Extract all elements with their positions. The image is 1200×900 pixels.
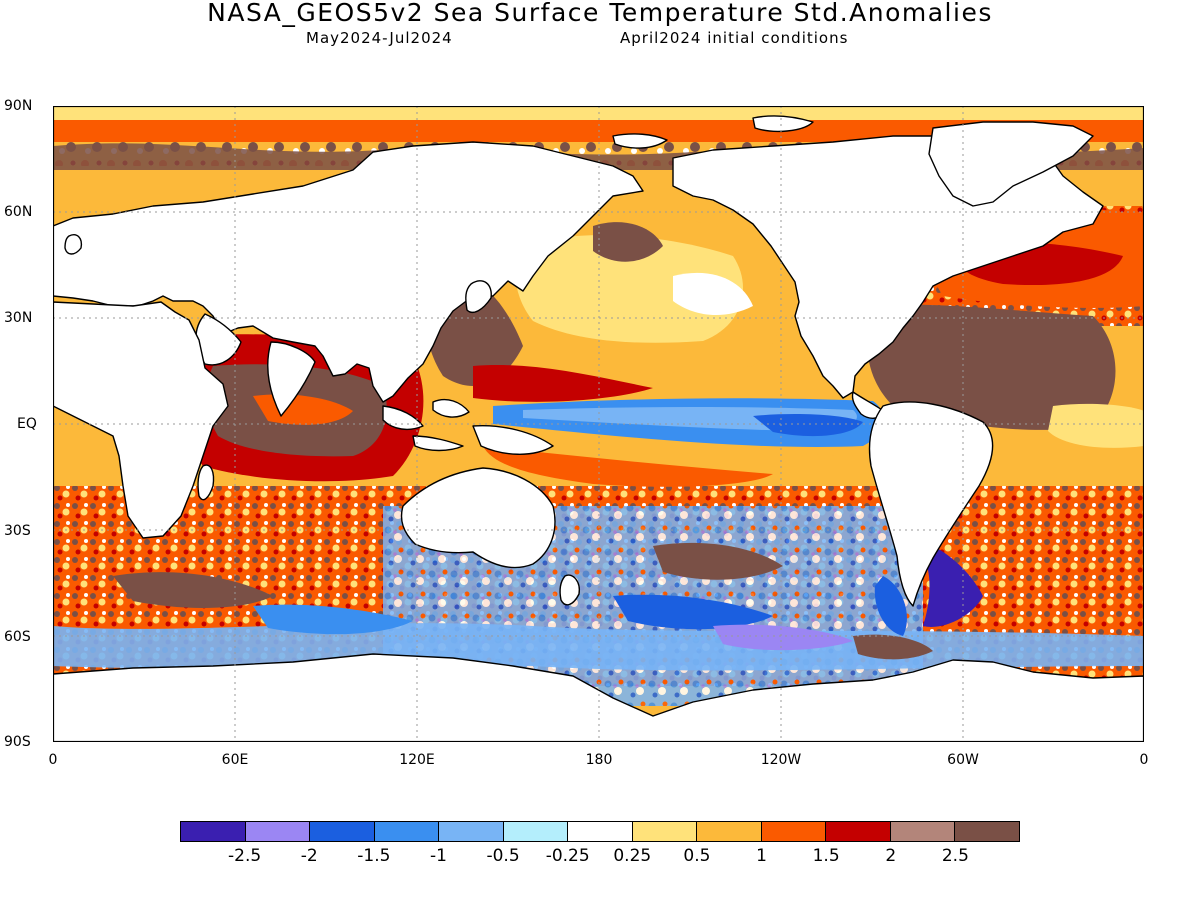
initial-conditions: April2024 initial conditions bbox=[620, 29, 849, 47]
legend-tick-label: 0.5 bbox=[683, 846, 711, 866]
lat-label-60s: 60S bbox=[4, 629, 31, 645]
lon-label-0-west: 0 bbox=[48, 752, 58, 768]
legend-swatch bbox=[954, 821, 1020, 842]
sst-anomaly-map bbox=[53, 106, 1144, 742]
legend-swatch bbox=[244, 821, 310, 842]
lon-label-60e: 60E bbox=[221, 752, 249, 768]
lon-label-0-east: 0 bbox=[1139, 752, 1149, 768]
legend-swatch bbox=[567, 821, 632, 842]
legend-swatch bbox=[180, 821, 245, 842]
legend-swatch bbox=[825, 821, 890, 842]
legend-swatch bbox=[631, 821, 697, 842]
map-title: NASA_GEOS5v2 Sea Surface Temperature Std… bbox=[207, 0, 993, 27]
legend-swatch bbox=[438, 821, 503, 842]
color-legend bbox=[180, 821, 1020, 842]
lon-label-120w: 120W bbox=[760, 752, 802, 768]
legend-tick-label: -2.5 bbox=[228, 846, 262, 866]
lat-label-30n: 30N bbox=[4, 310, 33, 326]
legend-swatch bbox=[696, 821, 761, 842]
legend-swatch bbox=[502, 821, 568, 842]
legend-tick-label: 2.5 bbox=[941, 846, 969, 866]
legend-swatch bbox=[889, 821, 955, 842]
legend-tick-label: 1.5 bbox=[812, 846, 840, 866]
lon-label-180: 180 bbox=[585, 752, 613, 768]
lat-label-30s: 30S bbox=[4, 523, 31, 539]
legend-tick-label: 0.25 bbox=[613, 846, 652, 866]
legend-tick-label: -1 bbox=[429, 846, 447, 866]
legend-tick-label: 1 bbox=[756, 846, 767, 866]
lat-label-90n: 90N bbox=[4, 98, 33, 114]
legend-swatch bbox=[760, 821, 826, 842]
lon-label-60w: 60W bbox=[947, 752, 979, 768]
legend-tick-label: -1.5 bbox=[357, 846, 391, 866]
legend-tick-label: -0.25 bbox=[545, 846, 590, 866]
legend-tick-label: -0.5 bbox=[486, 846, 520, 866]
lat-label-60n: 60N bbox=[4, 204, 33, 220]
legend-swatch bbox=[373, 821, 439, 842]
legend-swatch bbox=[309, 821, 374, 842]
lon-label-120e: 120E bbox=[399, 752, 435, 768]
forecast-period: May2024-Jul2024 bbox=[306, 29, 453, 47]
lat-label-90s: 90S bbox=[4, 734, 31, 750]
legend-tick-label: -2 bbox=[300, 846, 318, 866]
legend-tick-label: 2 bbox=[885, 846, 897, 866]
lat-label-eq: EQ bbox=[17, 416, 37, 432]
